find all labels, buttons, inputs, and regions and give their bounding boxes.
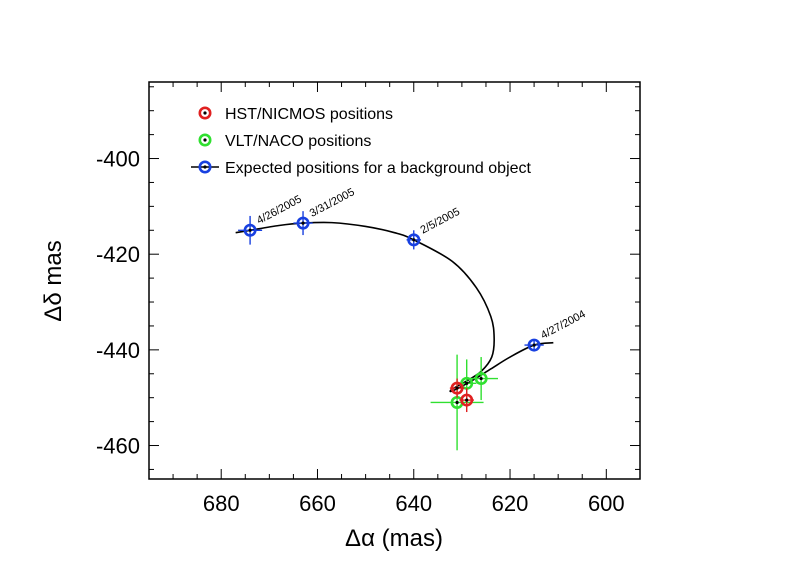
nicmos-point-1-center — [465, 398, 469, 402]
x-axis-title: Δα (mas) — [345, 525, 443, 552]
plot-frame — [148, 81, 641, 480]
expected-point-1-center — [301, 221, 305, 225]
expected-point-2-center — [412, 238, 416, 242]
legend-marker-2-ring — [198, 160, 212, 174]
date-label: 4/26/2005 — [255, 193, 304, 227]
legend-label: Expected positions for a background obje… — [225, 160, 532, 177]
legend-marker-0-center — [203, 111, 207, 115]
expected-point-0-ring — [243, 223, 257, 237]
legend: HST/NICMOS positions VLT/NACO positions Ex… — [191, 106, 532, 177]
y-tick-label: -400 — [96, 147, 140, 172]
expected-point-1-ring — [296, 216, 310, 230]
y-tick-label: -440 — [96, 338, 140, 363]
date-label: 3/31/2005 — [308, 186, 357, 220]
x-tick-label: 660 — [299, 491, 336, 516]
expected-point-3-ring — [527, 338, 541, 352]
y-axis-title: Δδ mas — [40, 240, 67, 321]
naco-point-0-center — [455, 400, 459, 405]
date-label: 4/27/2004 — [539, 308, 588, 342]
expected-point-0-center — [248, 228, 252, 232]
y-tick-label: -460 — [96, 434, 140, 459]
naco-point-2-center — [465, 381, 469, 385]
legend-label: HST/NICMOS positions — [225, 106, 393, 123]
x-tick-label: 680 — [203, 491, 240, 516]
legend-marker-2-center — [203, 165, 207, 169]
axes-layer: 680 660 640 620 600 -400 -420 -440 -460 — [96, 82, 640, 516]
x-tick-label: 620 — [492, 491, 529, 516]
expected-point-3-center — [532, 343, 536, 347]
legend-marker-1-ring — [198, 133, 212, 147]
nicmos-point-1-ring — [460, 393, 474, 407]
data-points-layer: 4/26/2005 3/31/2005 2/5/2005 4/27/2004 — [238, 186, 588, 451]
legend-marker-0-ring — [198, 106, 212, 120]
legend-marker-1-center — [203, 138, 207, 142]
x-tick-label: 600 — [588, 491, 625, 516]
naco-point-1-center — [479, 376, 483, 381]
nicmos-point-0-ring — [450, 381, 464, 395]
background-track-layer — [235, 221, 554, 393]
expected-point-2-ring — [407, 233, 421, 247]
background-track-line — [235, 221, 554, 393]
nicmos-point-0-center — [455, 386, 459, 390]
date-label: 2/5/2005 — [419, 206, 462, 237]
x-tick-label: 640 — [395, 491, 432, 516]
naco-point-1-ring — [474, 372, 488, 386]
legend-label: VLT/NACO positions — [225, 133, 371, 150]
y-tick-label: -420 — [96, 242, 140, 267]
